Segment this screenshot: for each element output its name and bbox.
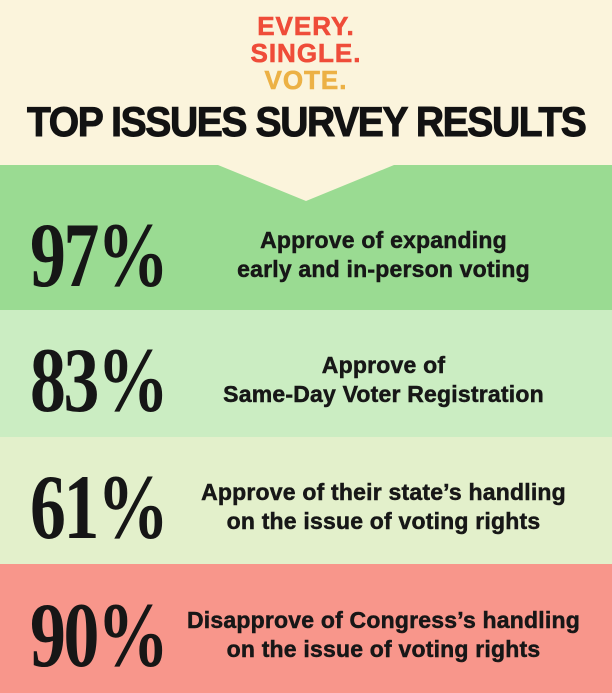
page-title: TOP ISSUES SURVEY RESULTS	[26, 98, 587, 145]
stat-description-line2: on the issue of voting rights	[226, 635, 541, 662]
header: EVERY. SINGLE. VOTE. TOP ISSUES SURVEY R…	[0, 0, 612, 165]
stat-description: Disapprove of Congress’s handling on the…	[180, 606, 612, 664]
stat-percent: 61%	[30, 455, 169, 558]
stat-description-line1: Disapprove of Congress’s handling	[187, 606, 580, 633]
logo-line-vote: VOTE.	[264, 65, 348, 95]
stat-percent: 83%	[30, 328, 169, 431]
stat-row-same-day-registration: 83% Approve of Same-Day Voter Registrati…	[0, 310, 612, 437]
stat-description-line1: Approve of their state’s handling	[201, 478, 566, 505]
notch-triangle-icon	[218, 165, 394, 201]
logo-line-single: SINGLE.	[250, 38, 362, 68]
stat-percent: 90%	[30, 583, 169, 686]
stat-description-line1: Approve of expanding	[260, 226, 507, 253]
stat-description-line2: early and in-person voting	[237, 255, 530, 282]
stat-row-early-voting: 97% Approve of expanding early and in-pe…	[0, 165, 612, 310]
stat-description-line2: on the issue of voting rights	[226, 507, 541, 534]
stat-row-congress-handling: 90% Disapprove of Congress’s handling on…	[0, 564, 612, 693]
stat-description: Approve of Same-Day Voter Registration	[180, 351, 612, 409]
stat-description: Approve of their state’s handling on the…	[180, 478, 612, 536]
logo-line-every: EVERY.	[257, 11, 355, 41]
stat-description: Approve of expanding early and in-person…	[180, 226, 612, 284]
stat-description-line2: Same-Day Voter Registration	[223, 380, 544, 407]
stat-percent: 97%	[30, 203, 169, 306]
logo: EVERY. SINGLE. VOTE.	[250, 11, 362, 95]
stat-row-state-handling: 61% Approve of their state’s handling on…	[0, 437, 612, 564]
stat-description-line1: Approve of	[321, 351, 446, 378]
